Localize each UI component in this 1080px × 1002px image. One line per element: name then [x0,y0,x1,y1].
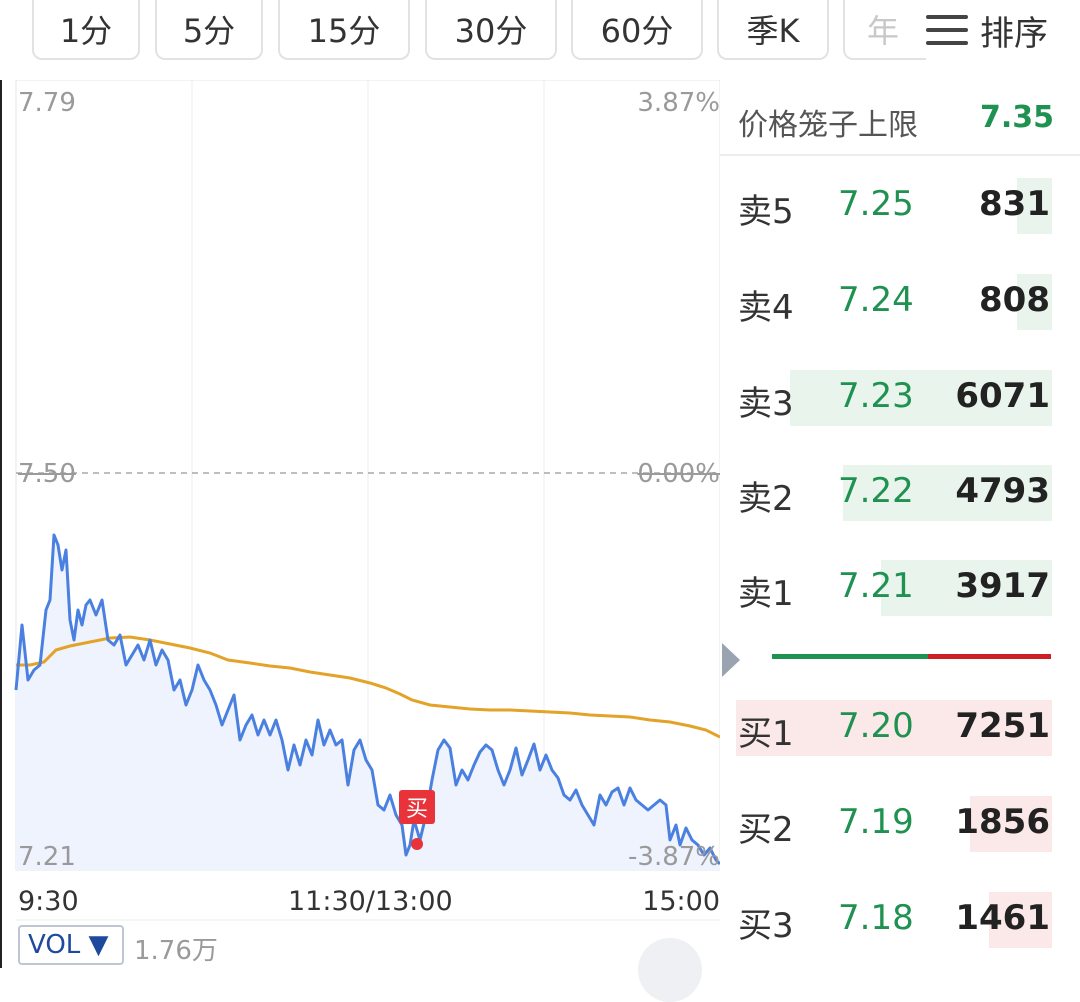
bid-level-label: 买1 [738,714,794,754]
ask-level-price: 7.24 [838,280,914,320]
ask-level-label: 卖5 [738,192,794,232]
ask-level-label: 卖2 [738,479,794,519]
pct-min-label: -3.87% [628,842,720,872]
volume-indicator-select[interactable]: VOL ▼ [18,925,124,965]
bid-level-volume: 1856 [955,802,1050,842]
chart-canvas [14,80,720,921]
price-line [14,533,720,866]
tab-60min[interactable]: 60分 [571,0,703,60]
tab-15min[interactable]: 15分 [278,0,410,60]
price-cage-row: 价格笼子上限 7.35 [738,100,1058,144]
bid-depth-bar [989,892,1052,948]
pct-max-label: 3.87% [637,88,720,118]
tab-5min[interactable]: 5分 [155,0,263,60]
time-mid-label: 11:30/13:00 [288,886,453,917]
price-mid-label: 7.50 [18,459,76,489]
sort-button[interactable]: 排序 [926,0,1080,60]
order-book-separator [720,154,1080,156]
tab-30min[interactable]: 30分 [425,0,557,60]
ask-level-price: 7.23 [838,376,914,416]
bid-depth-bar [736,700,1052,756]
order-book: 价格笼子上限 7.35 卖5 7.25 831 卖4 7.24 808 卖3 7.23 6071… [720,80,1080,968]
pct-mid-label: 0.00% [637,459,720,489]
time-start-label: 9:30 [18,886,79,917]
price-min-label: 7.21 [18,842,76,872]
ask-level-5[interactable]: 卖1 7.21 3917 [736,560,1052,616]
buy-signal-dot [411,838,423,850]
ask-level-label: 卖3 [738,384,794,424]
ask-level-label: 卖4 [738,288,794,328]
bid-level-2[interactable]: 买2 7.19 1856 [736,796,1052,852]
time-end-label: 15:00 [642,886,720,917]
tab-quarter-k[interactable]: 季K [717,0,829,60]
sort-label: 排序 [980,13,1048,54]
period-tab-bar: 1分 5分 15分 30分 60分 季K 年 排序 [0,0,1080,80]
ask-level-price: 7.22 [838,471,914,511]
bid-depth-bar [970,796,1052,852]
ask-level-4[interactable]: 卖2 7.22 4793 [736,465,1052,521]
bid-level-label: 买3 [738,906,794,946]
bid-level-price: 7.19 [838,802,914,842]
menu-icon [926,13,968,47]
ask-level-volume: 6071 [955,376,1050,416]
ask-depth-bar [1017,274,1052,330]
bid-level-3[interactable]: 买3 7.18 1461 [736,892,1052,948]
ask-level-volume: 808 [979,280,1050,320]
ask-level-label: 卖1 [738,574,794,614]
ask-level-3[interactable]: 卖3 7.23 6071 [736,370,1052,426]
tab-1min[interactable]: 1分 [32,0,140,60]
ask-level-1[interactable]: 卖5 7.25 831 [736,178,1052,234]
price-cage-value: 7.35 [979,100,1054,135]
float-action-icon[interactable] [638,938,702,1002]
ask-depth-bar [843,465,1052,521]
ask-depth-bar [881,560,1052,616]
ask-level-volume: 831 [979,184,1050,224]
ask-level-volume: 4793 [955,471,1050,511]
bid-ratio-bar [928,654,1051,659]
collapse-arrow-icon[interactable] [722,643,740,677]
volume-value: 1.76万 [134,936,218,966]
bid-level-label: 买2 [738,810,794,850]
price-cage-label: 价格笼子上限 [738,108,918,143]
ask-ratio-bar [772,654,928,659]
bid-level-1[interactable]: 买1 7.20 7251 [736,700,1052,756]
price-area [16,535,720,870]
ask-level-price: 7.21 [838,566,914,606]
price-max-label: 7.79 [18,88,76,118]
ask-depth-bar [790,370,1052,426]
left-edge [0,80,2,968]
bid-level-price: 7.18 [838,898,914,938]
intraday-chart[interactable]: 7.79 7.50 7.21 3.87% 0.00% -3.87% 9:30 1… [0,80,720,968]
ask-depth-bar [1017,178,1052,234]
ask-level-volume: 3917 [955,566,1050,606]
ask-level-2[interactable]: 卖4 7.24 808 [736,274,1052,330]
bid-level-volume: 1461 [955,898,1050,938]
bid-level-price: 7.20 [838,706,914,746]
bid-level-volume: 7251 [955,706,1050,746]
ask-level-price: 7.25 [838,184,914,224]
buy-signal-marker[interactable]: 买 [399,790,435,824]
